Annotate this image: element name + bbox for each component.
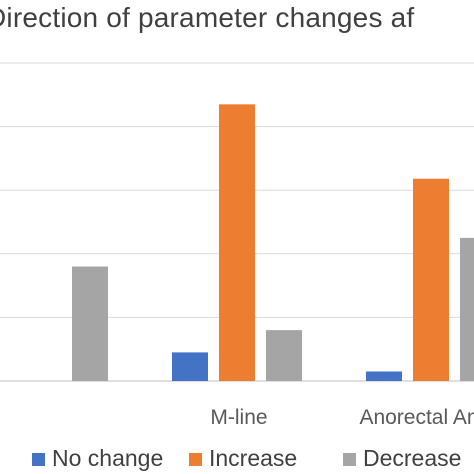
legend-label-no-change: No change (52, 445, 164, 471)
bar-decrease (72, 266, 108, 381)
chart-title: Direction of parameter changes af (0, 2, 415, 33)
legend-swatch-decrease (343, 453, 356, 466)
legend: No change Increase Decrease (0, 444, 474, 474)
legend-swatch-no-change (32, 453, 45, 466)
legend-label-decrease: Decrease (363, 445, 462, 471)
legend-swatch-increase (189, 453, 202, 466)
legend-label-increase: Increase (209, 445, 298, 471)
bar-decrease (460, 237, 474, 381)
bar-increase (413, 178, 449, 381)
bar-decrease (266, 330, 302, 381)
x-tick-label: Anorectal Angle (359, 406, 474, 429)
bar-no-change (172, 352, 208, 381)
bar-increase (219, 104, 255, 381)
bar-no-change (366, 371, 402, 381)
x-tick-label: M-line (210, 406, 267, 429)
